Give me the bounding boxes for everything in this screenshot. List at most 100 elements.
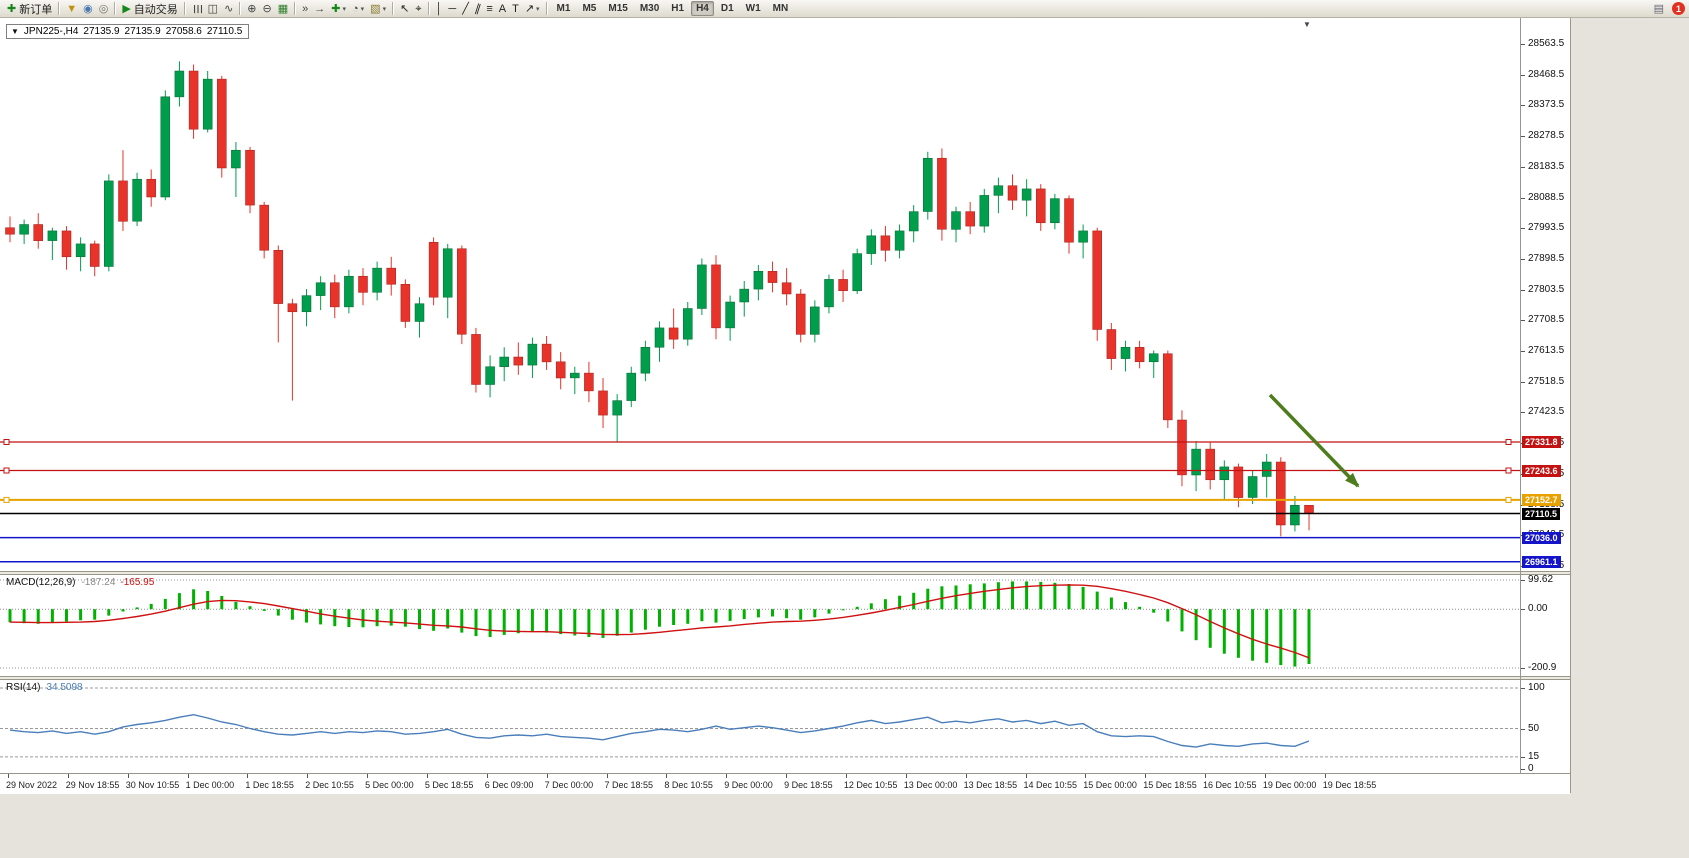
price-label-27110.5: 27110.5 <box>1522 507 1561 520</box>
macd-histogram <box>8 581 1311 667</box>
line-handle[interactable] <box>3 496 10 503</box>
line-handle[interactable] <box>1505 496 1512 503</box>
time-label: 13 Dec 18:55 <box>963 780 1018 790</box>
rsi-axis-label: 50 <box>1528 722 1540 734</box>
periods-button[interactable]: ◔ ▾ <box>349 1 367 17</box>
channel-button[interactable]: ∥ <box>472 1 484 17</box>
time-label: 2 Dec 10:55 <box>305 780 354 790</box>
time-tickmark <box>1025 774 1027 778</box>
new-order-button[interactable]: ✚ 新订单 <box>4 1 55 17</box>
macd-signal-line <box>9 584 1310 659</box>
line-handle[interactable] <box>1505 439 1512 445</box>
chart-shift-marker[interactable]: ▼ <box>1303 20 1311 29</box>
text-label-button[interactable]: T <box>509 1 522 17</box>
trend-arrow[interactable] <box>1268 393 1360 488</box>
timeframe-mn-button[interactable]: MN <box>772 3 789 14</box>
timeframe-w1-button[interactable]: W1 <box>745 3 761 14</box>
market-watch-button[interactable]: ◉ <box>80 1 96 17</box>
main-toolbar: ✚ 新订单 ▼ ◉ ◎ ▶ 自动交易 ☰ ◫ ∿ ⊕ ⊖ ▦» → ✚ ▾ ◔ ▾ ▧ ▾ ↖ ⌖ │ ─ ╱ ∥ ≡ A T ↗ ▾ M1 M… <box>0 0 1689 18</box>
bar-chart-button[interactable]: ☰ <box>189 1 205 17</box>
time-tickmark <box>606 774 608 778</box>
main-chart-canvas[interactable] <box>0 18 1570 571</box>
candlestick-button[interactable]: ◫ <box>205 1 221 17</box>
zoom-out-icon: ⊖ <box>262 2 272 15</box>
autotrading-button[interactable]: ▶ 自动交易 <box>119 1 180 17</box>
time-label: 29 Nov 18:55 <box>65 780 120 790</box>
time-tickmark <box>1205 774 1206 778</box>
chart-shift-button[interactable]: → <box>311 1 328 17</box>
timeframe-h4-button[interactable]: H4 <box>691 1 714 16</box>
price-label-26961.1: 26961.1 <box>1522 555 1561 568</box>
zoom-out-button[interactable]: ⊖ <box>260 1 275 17</box>
time-label: 9 Dec 00:00 <box>724 780 773 790</box>
charts-profile-button[interactable]: ▼ <box>63 1 80 17</box>
panel-splitter-rsi[interactable] <box>0 676 1570 680</box>
cursor-button[interactable]: ↖ <box>397 1 412 17</box>
price-tick-label: 27898.5 <box>1528 252 1565 264</box>
timeframe-h1-button[interactable]: H1 <box>671 3 685 14</box>
fibonacci-button[interactable]: ≡ <box>483 1 495 17</box>
dropdown-caret-icon: ▾ <box>382 5 387 13</box>
line-handle[interactable] <box>3 439 10 445</box>
toolbar-right: ▤ 1 <box>1651 1 1685 17</box>
price-tickmark <box>1521 351 1525 352</box>
rsi-canvas[interactable] <box>0 680 1570 773</box>
broadcast-button[interactable]: ◎ <box>96 1 112 17</box>
time-label: 5 Dec 00:00 <box>365 780 414 790</box>
periods-icon: ◔ <box>352 2 359 15</box>
price-axis[interactable]: 28563.5 28468.5 28373.5 28278.5 28183.5 28088… <box>1520 18 1570 774</box>
tile-windows-button[interactable]: ▦ <box>275 1 291 17</box>
price-label-27036.0: 27036.0 <box>1522 531 1561 544</box>
rsi-tickmark <box>1521 769 1525 770</box>
time-label: 30 Nov 10:55 <box>125 780 180 790</box>
line-handle[interactable] <box>1505 467 1512 474</box>
zoom-in-button[interactable]: ⊕ <box>244 1 259 17</box>
time-label: 19 Dec 00:00 <box>1262 780 1317 790</box>
time-tickmark <box>247 774 249 778</box>
macd-canvas[interactable] <box>0 575 1570 676</box>
new-order-icon: ✚ <box>7 2 17 15</box>
time-tickmark <box>1324 774 1326 778</box>
rsi-axis-label: 15 <box>1528 750 1540 762</box>
time-label: 7 Dec 18:55 <box>604 780 654 790</box>
panel-splitter-macd[interactable] <box>0 571 1570 575</box>
indicators-button[interactable]: ✚ ▾ <box>328 1 349 17</box>
macd-name: MACD(12,26,9) <box>6 577 76 588</box>
toolbar-separator <box>58 2 61 15</box>
price-tickmark <box>1521 320 1525 322</box>
bar-chart-icon: ☰ <box>190 3 203 14</box>
vertical-line-button[interactable]: │ <box>433 1 446 17</box>
horizontal-line-button[interactable]: ─ <box>445 1 459 17</box>
line-chart-button[interactable]: ∿ <box>221 1 236 17</box>
time-axis[interactable]: 29 Nov 2022 29 Nov 18:55 30 Nov 10:55 1 Dec… <box>0 773 1570 794</box>
macd-tickmark <box>1521 668 1525 669</box>
price-tickmark <box>1521 197 1525 199</box>
market-watch-icon: ◉ <box>83 2 93 15</box>
templates-button[interactable]: ▧ ▾ <box>367 1 389 17</box>
rsi-line <box>9 713 1310 748</box>
price-tick-label: 28088.5 <box>1528 191 1565 203</box>
time-tickmark <box>1085 774 1087 778</box>
trendline-button[interactable]: ╱ <box>459 1 472 17</box>
timeframe-m30-button[interactable]: M30 <box>639 3 660 14</box>
arrows-button[interactable]: ↗ ▾ <box>522 1 543 17</box>
notification-badge[interactable]: 1 <box>1672 2 1685 15</box>
time-tickmark <box>786 774 788 778</box>
time-tickmark <box>666 774 668 778</box>
timeframe-m5-button[interactable]: M5 <box>582 3 597 14</box>
text-label-icon: T <box>512 2 519 15</box>
timeframe-d1-button[interactable]: D1 <box>720 3 734 14</box>
dropdown-caret-icon: ▾ <box>342 5 346 13</box>
timeframe-m15-button[interactable]: M15 <box>608 3 628 14</box>
window-list-button[interactable]: ▤ <box>1651 1 1667 17</box>
text-button[interactable]: A <box>496 1 509 17</box>
timeframe-m1-button[interactable]: M1 <box>556 3 571 14</box>
one-click-trading-icon[interactable]: ▼ <box>11 27 19 36</box>
time-tickmark <box>1145 774 1147 778</box>
crosshair-button[interactable]: ⌖ <box>412 1 424 17</box>
auto-scroll-button[interactable]: » <box>299 1 311 17</box>
macd-value-main: -187.24 <box>81 577 116 588</box>
line-handle[interactable] <box>3 467 10 474</box>
macd-axis-label: 0.00 <box>1528 603 1548 615</box>
price-tickmark <box>1521 228 1525 230</box>
